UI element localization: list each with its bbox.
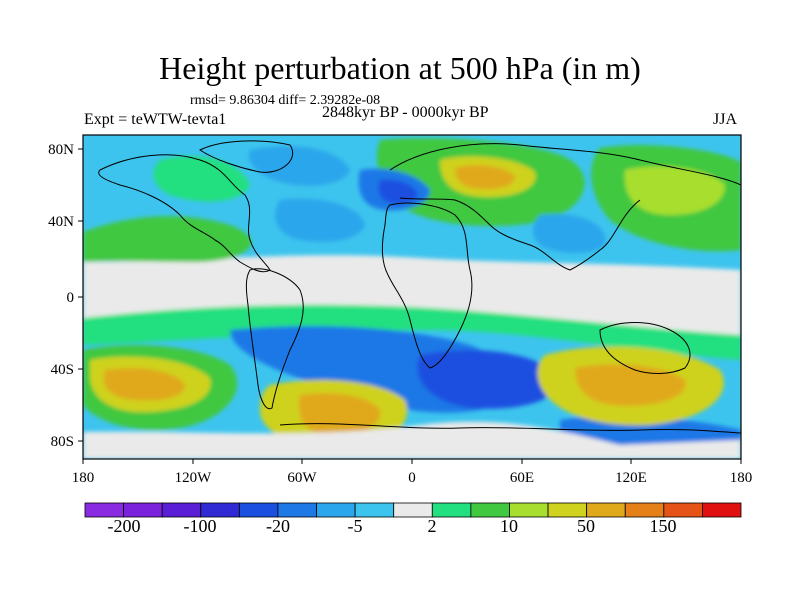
- colorbar-swatch: [200, 502, 240, 518]
- colorbar-swatch: [277, 502, 317, 518]
- colorbar-swatch: [509, 502, 549, 518]
- lat-label: 80S: [51, 434, 74, 450]
- colorbar-swatch: [586, 502, 626, 518]
- nh-asia-blue: [533, 214, 606, 253]
- australia-coast: [599, 322, 691, 374]
- greenland-coast: [199, 140, 293, 173]
- nh-atlantic-blue: [248, 146, 350, 186]
- colorbar-labels: -200 -100 -20 -5 2 10 50 150: [108, 516, 677, 536]
- lon-label: 180: [72, 470, 95, 486]
- nh-europe-deep-blue: [378, 179, 418, 204]
- nh-pacific-yellowgreen: [624, 166, 725, 215]
- nh-midatlantic-blue: [275, 198, 365, 242]
- colorbar-swatch: [238, 502, 279, 518]
- coastlines: [98, 140, 741, 434]
- colorbar-label: -100: [184, 516, 217, 536]
- season-label: JJA: [713, 111, 738, 128]
- antarctic-neutral: [83, 421, 741, 459]
- lon-label: 120W: [175, 470, 213, 486]
- colorbar-swatch: [624, 502, 665, 518]
- colorbar-swatch: [84, 502, 124, 518]
- colorbar-label: -200: [108, 516, 141, 536]
- colorbar-swatch: [470, 502, 510, 518]
- lon-label: 0: [408, 470, 416, 486]
- lon-label: 60W: [287, 470, 317, 486]
- lon-label: 60E: [510, 470, 534, 486]
- nh-eurasia-orange: [455, 165, 515, 190]
- colorbar-swatch: [123, 502, 163, 518]
- colorbar-label: 150: [650, 516, 677, 536]
- north-america-coast: [98, 154, 271, 273]
- stats-text: rmsd= 9.86304 diff= 2.39282e-08: [190, 93, 381, 108]
- colorbar-swatch: [431, 502, 472, 518]
- sh-subtropical-green: [83, 304, 741, 360]
- colorbar-swatch: [702, 502, 742, 518]
- nh-west-green: [83, 216, 252, 262]
- period-label: 2848kyr BP - 0000kyr BP: [322, 104, 489, 121]
- colorbar-label: -20: [266, 516, 290, 536]
- colorbar-swatch: [354, 502, 395, 518]
- colorbar-swatch: [316, 502, 356, 518]
- colorbar-swatch: [393, 502, 433, 518]
- eurasia-coast: [389, 143, 741, 271]
- colorbar-label: 10: [500, 516, 518, 536]
- sh-east-orange: [575, 364, 686, 406]
- antarctica-coast: [279, 423, 741, 434]
- lat-label: 80N: [48, 142, 74, 158]
- colorbar-swatch: [663, 502, 703, 518]
- colorbar-swatch: [161, 502, 202, 518]
- lat-label: 40S: [51, 362, 74, 378]
- lon-label: 180: [730, 470, 753, 486]
- colorbar: [84, 502, 742, 518]
- experiment-label: Expt = teWTW-tevta1: [84, 111, 227, 128]
- colorbar-swatch: [547, 502, 588, 518]
- colorbar-label: 2: [428, 516, 437, 536]
- south-america-coast: [245, 268, 304, 410]
- nh-america-lightgreen: [153, 156, 250, 202]
- lat-label: 0: [67, 290, 75, 306]
- africa-coast: [381, 202, 473, 369]
- colorbar-label: 50: [577, 516, 595, 536]
- sh-indian-deep-blue: [417, 350, 561, 409]
- lon-axis: 180 120W 60W 0 60E 120E 180: [72, 459, 753, 486]
- map-field: [83, 135, 741, 459]
- lat-label: 40N: [48, 214, 74, 230]
- chart-title: Height perturbation at 500 hPa (in m): [159, 50, 641, 86]
- lon-label: 120E: [615, 470, 647, 486]
- sh-west-orange: [103, 368, 185, 401]
- lat-axis: 80N 40N 0 40S 80S: [48, 142, 83, 450]
- colorbar-label: -5: [348, 516, 363, 536]
